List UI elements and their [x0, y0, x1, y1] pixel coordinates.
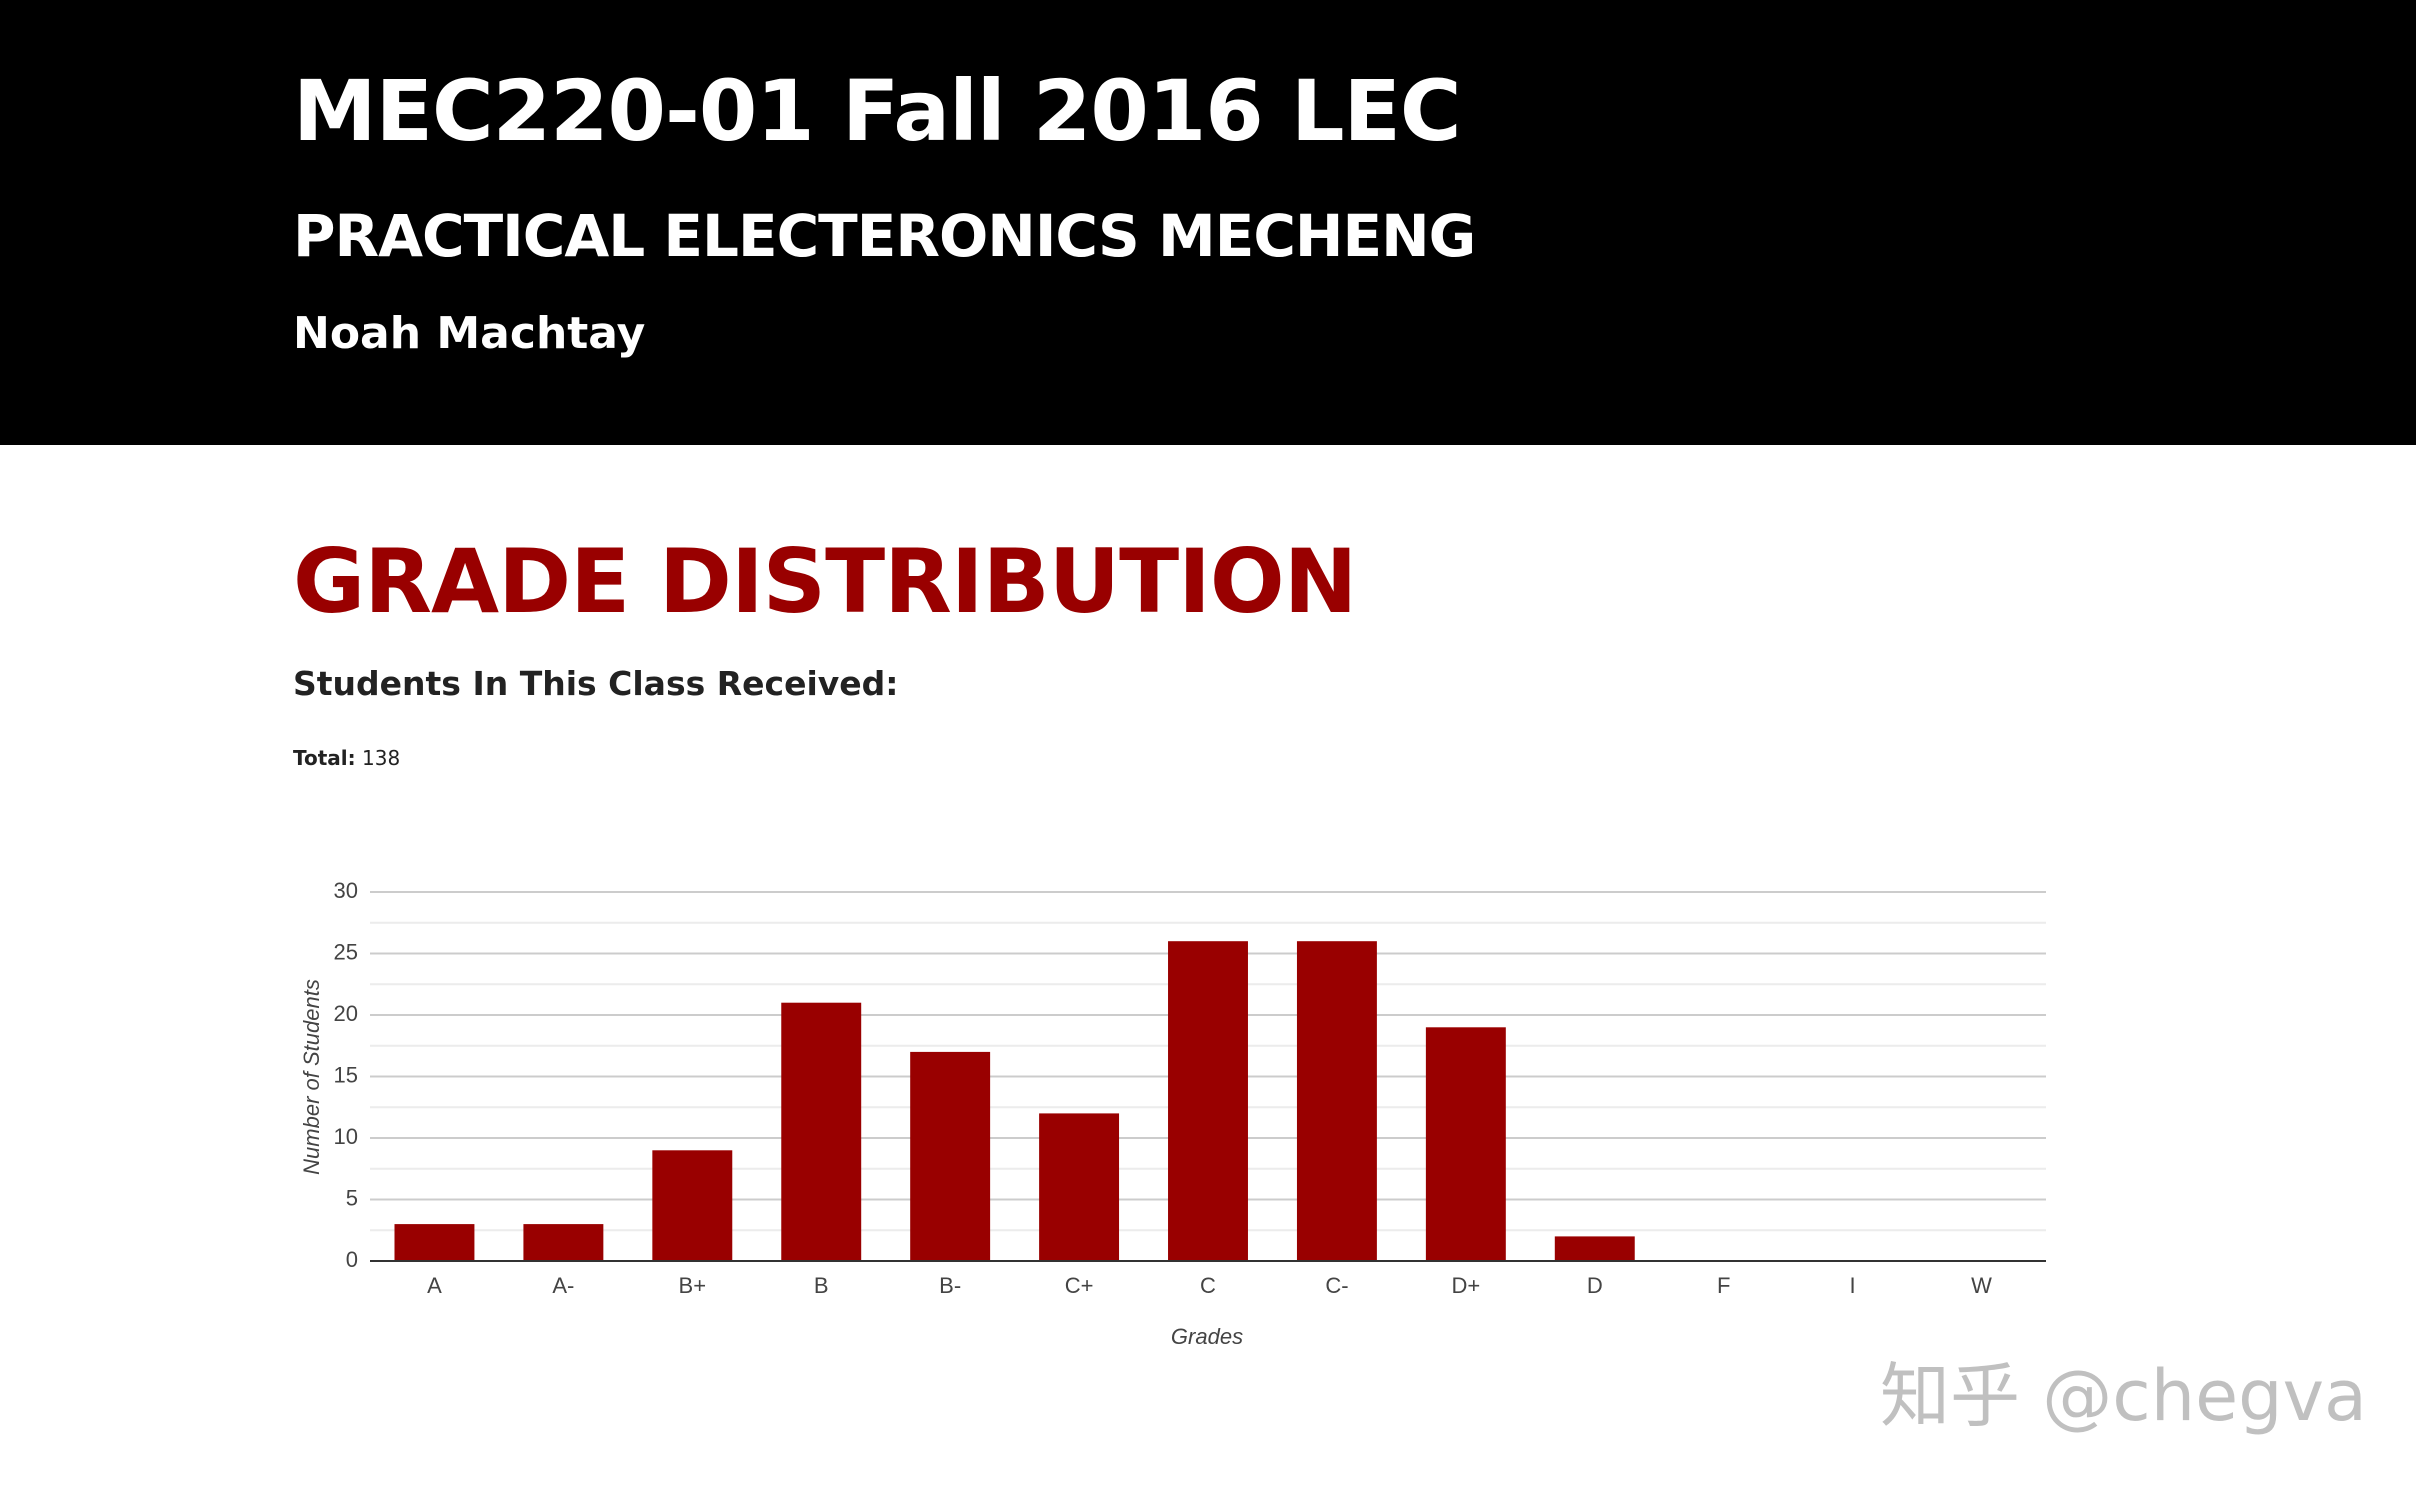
bar [652, 1150, 733, 1261]
bar [1425, 1027, 1506, 1261]
y-tick-label: 10 [334, 1124, 358, 1149]
total-value: 138 [362, 746, 401, 770]
x-tick-label: W [1971, 1273, 1992, 1298]
y-tick-label: 5 [346, 1185, 358, 1210]
y-tick-label: 30 [334, 878, 358, 903]
y-tick-label: 20 [334, 1001, 358, 1026]
x-tick-label: D+ [1451, 1273, 1480, 1298]
x-tick-label: B+ [679, 1273, 707, 1298]
total-label: Total: [293, 746, 356, 770]
instructor: Noah Machtay [293, 308, 646, 359]
x-tick-label: B [814, 1273, 829, 1298]
x-tick-label: B- [939, 1273, 961, 1298]
x-tick-label: C- [1325, 1273, 1348, 1298]
course-subtitle: PRACTICAL ELECTERONICS MECHENG [293, 202, 1476, 270]
bar [1554, 1236, 1635, 1261]
y-tick-label: 0 [346, 1247, 358, 1272]
section-subtitle: Students In This Class Received: [293, 664, 899, 703]
y-tick-label: 15 [334, 1062, 358, 1087]
bar [1168, 941, 1248, 1261]
x-tick-label: D [1587, 1273, 1603, 1298]
x-tick-label: C+ [1065, 1273, 1094, 1298]
x-tick-label: C [1200, 1273, 1216, 1298]
watermark: 知乎 @chegva [1880, 1355, 2367, 1437]
bar [1296, 941, 1377, 1261]
bar [910, 1051, 991, 1261]
bar [394, 1224, 475, 1261]
x-tick-label: A- [552, 1273, 574, 1298]
bar [523, 1224, 604, 1261]
course-title: MEC220-01 Fall 2016 LEC [293, 62, 1462, 160]
y-tick-label: 25 [334, 939, 358, 964]
header: MEC220-01 Fall 2016 LEC PRACTICAL ELECTE… [0, 0, 2416, 445]
x-axis-label: Grades [1171, 1324, 1243, 1349]
bar [1039, 1113, 1120, 1261]
x-tick-label: A [427, 1273, 442, 1298]
section-title: GRADE DISTRIBUTION [293, 530, 1357, 633]
y-axis-label: Number of Students [299, 979, 324, 1175]
x-tick-label: I [1850, 1273, 1856, 1298]
total: Total: 138 [293, 746, 400, 770]
bar [781, 1002, 862, 1261]
x-tick-label: F [1717, 1273, 1730, 1298]
